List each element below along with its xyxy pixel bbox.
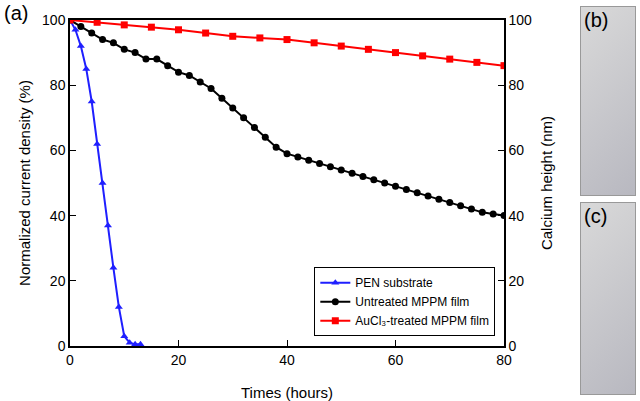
svg-text:Calcium height (nm): Calcium height (nm) [538, 116, 555, 250]
svg-text:40: 40 [50, 208, 66, 224]
svg-text:0: 0 [58, 338, 66, 354]
svg-text:60: 60 [50, 142, 66, 158]
html-text:(a): (a) [4, 2, 29, 24]
svg-text:40: 40 [279, 352, 295, 368]
svg-text:100: 100 [509, 12, 533, 28]
html-text:(c): (c) [584, 205, 608, 227]
svg-text:PEN substrate: PEN substrate [355, 276, 433, 290]
svg-text:20: 20 [509, 273, 525, 289]
svg-text:Normalized current density (%): Normalized current density (%) [16, 80, 33, 286]
svg-text:0: 0 [66, 352, 74, 368]
svg-text:0: 0 [509, 338, 517, 354]
svg-text:20: 20 [171, 352, 187, 368]
svg-text:80: 80 [496, 352, 512, 368]
svg-text:AuCl₃-treated MPPM film: AuCl₃-treated MPPM film [355, 314, 489, 328]
html-text:(b): (b) [584, 9, 609, 31]
svg-text:20: 20 [50, 273, 66, 289]
svg-text:Times (hours): Times (hours) [241, 384, 333, 401]
svg-text:80: 80 [50, 77, 66, 93]
svg-text:60: 60 [388, 352, 404, 368]
svg-text:40: 40 [509, 208, 525, 224]
svg-text:Untreated MPPM film: Untreated MPPM film [355, 295, 469, 309]
svg-text:80: 80 [509, 77, 525, 93]
svg-text:100: 100 [42, 12, 66, 28]
svg-text:60: 60 [509, 142, 525, 158]
